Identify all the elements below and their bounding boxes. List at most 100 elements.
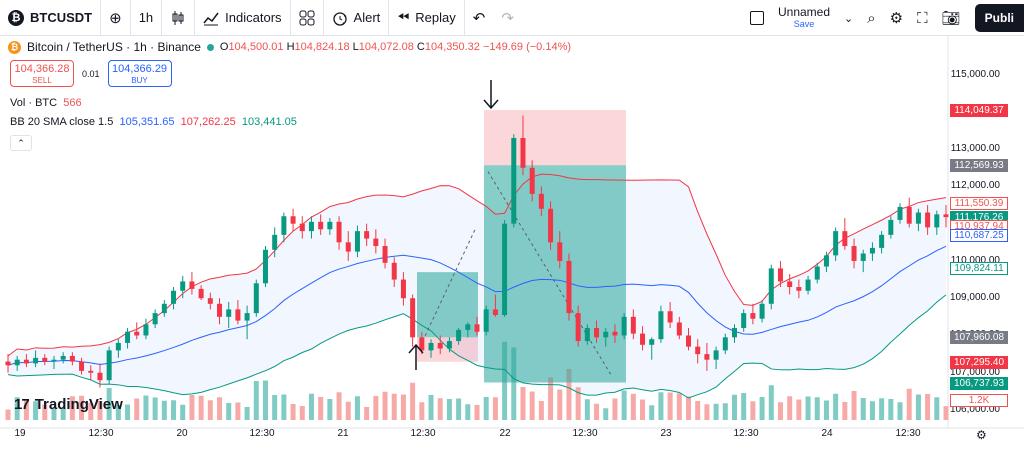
vol-value: 566 <box>63 97 82 109</box>
candle-body <box>373 238 379 247</box>
volume-bar <box>520 387 526 420</box>
indicators-button[interactable]: Indicators <box>195 0 291 36</box>
axis-settings-icon[interactable]: ⚙︎ <box>976 428 987 442</box>
chart-legend: ₿ Bitcoin / TetherUS · 1h · Binance O104… <box>8 40 571 54</box>
bb-upper-value: 107,262.25 <box>180 116 236 128</box>
settings-gear-icon[interactable]: ⚙︎ <box>889 10 904 27</box>
alert-label: Alert <box>353 10 381 25</box>
bollinger-indicator-legend[interactable]: BB 20 SMA close 1.5 105,351.65 107,262.2… <box>10 116 297 128</box>
price-axis-label: 107,000.00 <box>949 366 1000 378</box>
candle-body <box>649 339 655 345</box>
buy-sell-panel: 104,366.28 SELL 0.01 104,366.29 BUY <box>10 60 172 87</box>
volume-bar <box>161 400 167 420</box>
top-toolbar: ₿ BTCUSDT ⊕ 1h Indicators Alert ⏪︎ Repla… <box>0 0 1024 36</box>
candle-body <box>171 290 177 304</box>
candle-body <box>456 329 462 342</box>
volume-bar <box>888 399 894 420</box>
volume-bar <box>750 401 756 420</box>
open-value: 104,500.01 <box>228 41 284 53</box>
volume-indicator-legend[interactable]: Vol · BTC 566 <box>10 97 82 109</box>
volume-bar <box>428 395 434 420</box>
candle-body <box>446 341 452 349</box>
volume-bar <box>538 401 544 420</box>
bollinger-band-fill <box>8 174 946 399</box>
symbol-label: BTCUSDT <box>30 10 93 25</box>
candle-body <box>79 361 85 371</box>
volume-bar <box>5 409 11 420</box>
layouts-button[interactable] <box>291 0 324 36</box>
volume-bar <box>502 341 508 420</box>
short-position-profit-zone <box>484 165 626 383</box>
camera-icon[interactable]: 📷︎ <box>941 10 961 27</box>
save-status: Save <box>793 19 815 29</box>
candle-body <box>658 311 664 340</box>
volume-bar <box>327 399 333 420</box>
time-axis-label: 12:30 <box>895 428 921 439</box>
chart-type-button[interactable] <box>162 0 196 36</box>
candle-body <box>428 342 434 351</box>
legend-collapse-button[interactable]: ⌃ <box>10 135 32 151</box>
symbol-search[interactable]: ₿ BTCUSDT <box>0 0 102 36</box>
quick-search-icon[interactable]: ⌕ <box>867 9 876 27</box>
candle-body <box>14 359 20 366</box>
candle-body <box>686 335 692 347</box>
candle-body <box>925 212 931 228</box>
bollinger-lower-line <box>7 294 947 399</box>
volume-bar <box>915 394 921 420</box>
candle-body <box>5 361 11 366</box>
candle-body <box>465 324 471 330</box>
candle-body <box>152 313 158 325</box>
low-label: L <box>352 41 359 53</box>
candle-body <box>621 316 627 336</box>
legend-title[interactable]: Bitcoin / TetherUS · 1h · Binance <box>27 40 201 54</box>
volume-bar <box>382 391 388 420</box>
volume-bar <box>722 403 728 420</box>
volume-bar <box>180 404 186 420</box>
tradingview-mark-icon: 17 <box>14 396 30 413</box>
interval-label: 1h <box>138 10 154 25</box>
compare-button[interactable]: ⊕ <box>101 0 131 36</box>
volume-bar <box>796 399 802 420</box>
candle-body <box>180 281 186 291</box>
volume-bar <box>474 405 480 420</box>
volume-bar <box>217 397 223 420</box>
candle-body <box>906 206 912 224</box>
bitcoin-logo-icon: ₿ <box>8 9 24 26</box>
buy-button[interactable]: 104,366.29 BUY <box>107 60 172 87</box>
candle-body <box>69 355 75 362</box>
candle-body <box>879 234 885 248</box>
volume-bar <box>741 393 747 420</box>
alert-button[interactable]: Alert <box>324 0 390 36</box>
chevron-down-icon[interactable]: ⌄ <box>844 12 854 25</box>
candle-body <box>143 324 149 336</box>
price-axis-label: 110,000.00 <box>950 254 1000 266</box>
time-axis-label: 20 <box>176 428 188 439</box>
candle-body <box>851 246 857 261</box>
candle-body <box>42 357 48 362</box>
layout-name-button[interactable]: Unnamed Save <box>778 6 830 30</box>
high-label: H <box>286 41 295 53</box>
volume-bar <box>262 380 268 420</box>
replay-button[interactable]: ⏪︎ Replay <box>389 0 465 36</box>
candle-body <box>134 331 140 336</box>
tradingview-logo[interactable]: 17 TradingView <box>14 396 123 413</box>
bitcoin-logo-small-icon: ₿ <box>8 40 21 54</box>
bollinger-upper-line <box>7 173 947 357</box>
volume-bar <box>446 399 452 420</box>
volume-bar <box>566 369 572 420</box>
candle-body <box>538 193 544 209</box>
candle-body <box>290 216 296 224</box>
sell-button[interactable]: 104,366.28 SELL <box>10 60 74 87</box>
candlestick-icon <box>172 10 184 25</box>
undo-button[interactable]: ↶ <box>465 0 494 36</box>
publish-button[interactable]: Publi <box>974 4 1024 32</box>
volume-bar <box>171 400 177 420</box>
volume-bar <box>630 393 636 420</box>
volume-bar <box>529 391 535 420</box>
redo-button[interactable]: ↷ <box>493 0 522 36</box>
fullscreen-icon[interactable]: ⛶ <box>917 9 928 27</box>
grid-icon <box>299 10 315 25</box>
layout-select-checkbox[interactable] <box>749 11 764 25</box>
candle-body <box>833 231 839 256</box>
interval-button[interactable]: 1h <box>131 0 163 36</box>
